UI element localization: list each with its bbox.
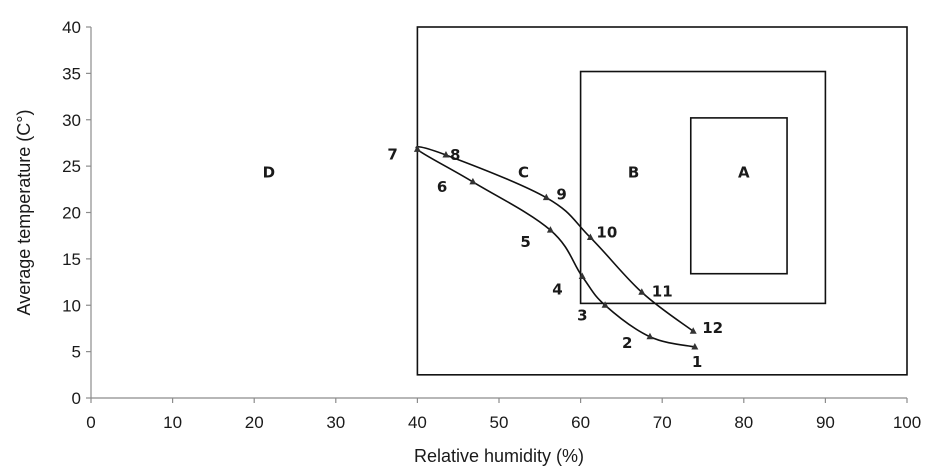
data-point-label: 10	[596, 224, 617, 242]
x-tick-label: 100	[893, 413, 921, 432]
data-point-label: 12	[702, 319, 723, 337]
data-point-label: 8	[450, 146, 460, 164]
x-tick-label: 70	[653, 413, 672, 432]
x-tick-label: 80	[734, 413, 753, 432]
x-axis-title: Relative humidity (%)	[414, 446, 584, 466]
y-tick-label: 20	[62, 204, 81, 223]
x-tick-label: 50	[490, 413, 509, 432]
data-point-marker	[469, 177, 477, 185]
zone-d-label: D	[263, 164, 275, 182]
data-point-label: 5	[520, 233, 530, 251]
data-point-marker	[542, 193, 550, 201]
zone-c-rect	[416, 26, 908, 376]
zone-labels: A B C D	[263, 164, 750, 182]
data-point-marker	[546, 226, 554, 233]
data-markers	[413, 145, 699, 350]
data-point-marker	[601, 301, 609, 308]
data-point-label: 2	[622, 334, 632, 352]
y-tick-label: 25	[62, 157, 81, 176]
y-tick-label: 10	[62, 296, 81, 315]
data-point-label: 6	[437, 178, 447, 196]
zone-b-label: B	[628, 164, 639, 182]
x-tick-label: 10	[163, 413, 182, 432]
data-point-label: 9	[556, 186, 566, 204]
zone-b-rect	[579, 70, 827, 305]
zone-a-rect	[689, 117, 788, 275]
data-line	[415, 145, 696, 348]
data-point-label: 4	[552, 280, 562, 298]
zone-rectangles	[416, 26, 908, 376]
data-point-marker	[578, 272, 586, 279]
data-point-label: 7	[387, 145, 397, 163]
data-curve-layer	[415, 145, 696, 348]
y-tick-label: 15	[62, 250, 81, 269]
x-tick-label: 60	[571, 413, 590, 432]
x-tick-label: 40	[408, 413, 427, 432]
zone-c-label: C	[518, 164, 529, 182]
data-point-marker	[586, 233, 594, 241]
x-tick-label: 90	[816, 413, 835, 432]
zone-a-label: A	[738, 164, 750, 182]
data-point-label: 3	[577, 306, 587, 324]
y-tick-label: 35	[62, 64, 81, 83]
y-tick-label: 0	[72, 389, 81, 408]
y-tick-label: 40	[62, 18, 81, 37]
data-point-marker	[442, 150, 450, 158]
y-axis-title: Average temperature (C°)	[14, 110, 34, 316]
x-tick-label: 0	[86, 413, 95, 432]
x-tick-label: 20	[245, 413, 264, 432]
y-tick-label: 30	[62, 111, 81, 130]
data-point-label: 11	[652, 282, 673, 300]
data-point-marker	[691, 342, 699, 350]
y-tick-label: 5	[72, 343, 81, 362]
data-point-marker	[689, 327, 697, 334]
data-point-marker	[646, 332, 654, 340]
data-point-label: 1	[692, 353, 702, 371]
data-point-marker	[638, 288, 646, 295]
x-tick-label: 30	[326, 413, 345, 432]
data-point-marker	[413, 145, 421, 152]
